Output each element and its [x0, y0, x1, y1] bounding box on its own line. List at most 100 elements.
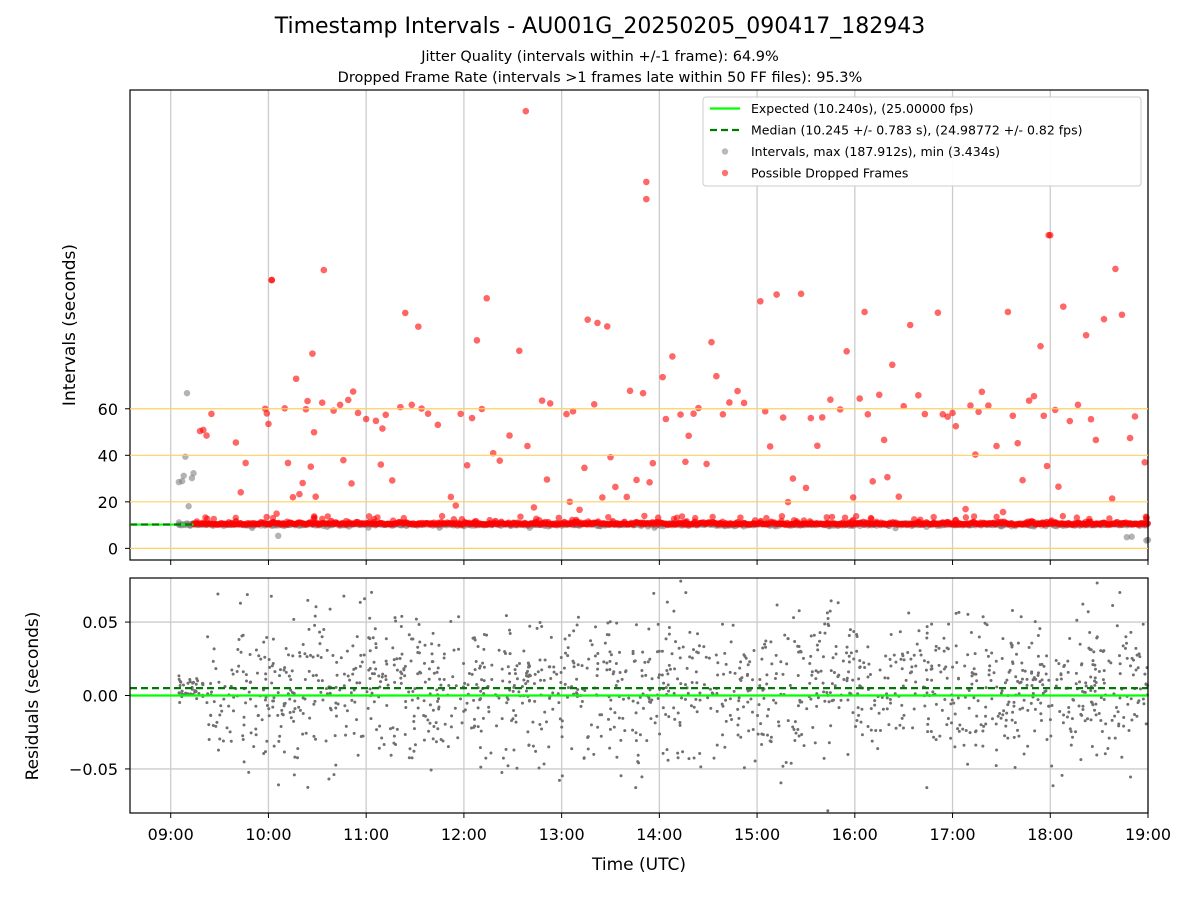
residual-point	[648, 657, 652, 661]
residual-point	[559, 670, 563, 674]
residual-point	[860, 733, 864, 737]
residual-point	[1078, 642, 1082, 646]
residual-point	[1113, 714, 1117, 718]
residual-point	[623, 729, 627, 733]
dropped-frame-point	[740, 399, 748, 407]
residual-point	[894, 726, 898, 730]
dropped-frame-point	[530, 504, 538, 511]
residual-point	[479, 689, 483, 693]
residual-point	[672, 609, 676, 613]
residual-point	[673, 717, 677, 721]
residual-point	[823, 699, 827, 703]
residual-point	[428, 703, 432, 707]
residual-point	[888, 657, 892, 661]
residual-point	[542, 678, 546, 682]
residual-point	[490, 677, 494, 681]
residual-point	[1000, 657, 1004, 661]
residual-point	[273, 670, 277, 674]
residual-point	[1041, 683, 1045, 687]
residual-point	[937, 646, 941, 650]
residual-point	[180, 689, 184, 693]
residual-point	[262, 752, 266, 755]
residual-point	[385, 662, 389, 666]
residual-point	[280, 712, 284, 716]
dropped-frame-point	[690, 410, 697, 417]
residual-point	[945, 676, 949, 680]
residual-point	[318, 630, 322, 634]
dropped-frame-point	[310, 513, 318, 520]
residual-point	[1050, 764, 1054, 768]
residual-point	[531, 720, 535, 724]
dropped-frame-point	[1118, 311, 1126, 319]
y-tick-label: 40	[98, 446, 118, 465]
residual-point	[794, 731, 798, 735]
residual-point	[1043, 690, 1047, 694]
residual-point	[793, 738, 797, 742]
residual-point	[614, 684, 618, 688]
residual-point	[324, 739, 328, 743]
residual-point	[859, 720, 863, 724]
residual-point	[283, 666, 287, 670]
residual-point	[269, 594, 273, 598]
residual-point	[906, 650, 910, 654]
residual-point	[773, 677, 777, 681]
residual-point	[758, 678, 762, 682]
residual-point	[1093, 708, 1097, 712]
residual-point	[736, 723, 740, 727]
residual-point	[416, 651, 420, 655]
residual-point	[1038, 680, 1042, 684]
residual-point	[293, 707, 297, 711]
residual-point	[1058, 710, 1062, 714]
residual-point	[706, 696, 710, 700]
dropped-frame-point	[203, 432, 210, 439]
dropped-frame-point	[424, 410, 432, 417]
residual-point	[608, 727, 612, 731]
residual-point	[570, 747, 574, 751]
residual-point	[765, 673, 769, 677]
x-tick-label: 13:00	[539, 825, 585, 844]
residual-point	[943, 697, 947, 701]
residual-point	[392, 734, 396, 738]
dropped-frame-point	[734, 387, 741, 395]
residual-point	[1019, 615, 1023, 619]
residual-point	[394, 619, 398, 623]
dropped-frame-point	[344, 396, 352, 404]
residual-point	[460, 721, 464, 725]
dropped-frame-point	[662, 415, 670, 423]
dropped-frame-point	[708, 338, 715, 346]
residual-point	[748, 688, 752, 692]
dropped-frame-point	[546, 400, 554, 407]
residual-point	[272, 744, 276, 748]
residual-point	[463, 681, 467, 685]
residual-point	[822, 690, 826, 694]
residual-point	[237, 637, 241, 641]
dropped-frame-point	[232, 514, 239, 522]
residual-point	[898, 723, 902, 727]
residual-point	[809, 654, 813, 658]
residual-point	[366, 706, 370, 710]
residual-point	[831, 698, 835, 702]
residual-point	[1079, 758, 1083, 762]
residual-point	[540, 624, 544, 628]
residuals-y-ticks: −0.050.000.05	[69, 613, 130, 779]
residual-point	[827, 700, 831, 704]
residual-point	[981, 615, 985, 619]
residual-point	[389, 753, 393, 757]
residual-point	[690, 656, 694, 660]
residual-point	[1013, 721, 1017, 725]
residual-point	[506, 698, 510, 702]
residual-point	[382, 742, 386, 746]
residual-point	[736, 707, 740, 711]
residual-point	[815, 692, 819, 696]
residual-point	[478, 746, 482, 750]
residual-point	[342, 672, 346, 676]
residual-point	[280, 708, 284, 712]
residual-point	[559, 656, 563, 660]
dropped-frame-point	[807, 414, 815, 422]
residual-point	[296, 756, 299, 760]
residual-point	[662, 681, 666, 685]
residual-point	[645, 739, 649, 743]
residual-point	[336, 702, 340, 706]
residual-point	[386, 683, 390, 687]
